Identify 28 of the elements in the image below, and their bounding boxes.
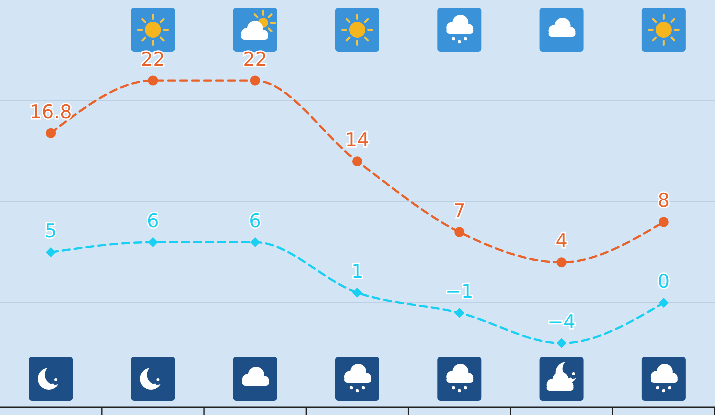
point [454,227,465,238]
point [46,248,56,258]
point [250,76,260,86]
point [148,76,158,86]
data-label: 7 [454,200,466,222]
data-label: 8 [658,190,670,212]
data-label: 22 [243,48,268,71]
data-label: −1 [446,281,474,304]
point [148,237,158,248]
point [250,237,260,248]
data-label: 5 [45,220,58,242]
point [454,308,465,318]
point [556,338,567,348]
point [46,128,56,138]
data-label: 1 [351,260,364,283]
point [658,298,669,308]
point [658,217,669,228]
data-label: 6 [147,210,160,232]
point [556,258,567,268]
data-label: 22 [141,48,166,71]
data-label: 16.8 [30,101,72,124]
data-label: 0 [658,271,670,293]
point [352,156,362,167]
data-label: 6 [249,210,262,232]
data-label: −4 [548,311,576,334]
point [352,288,362,298]
data-label: 4 [556,230,568,253]
data-label: 14 [345,130,370,152]
